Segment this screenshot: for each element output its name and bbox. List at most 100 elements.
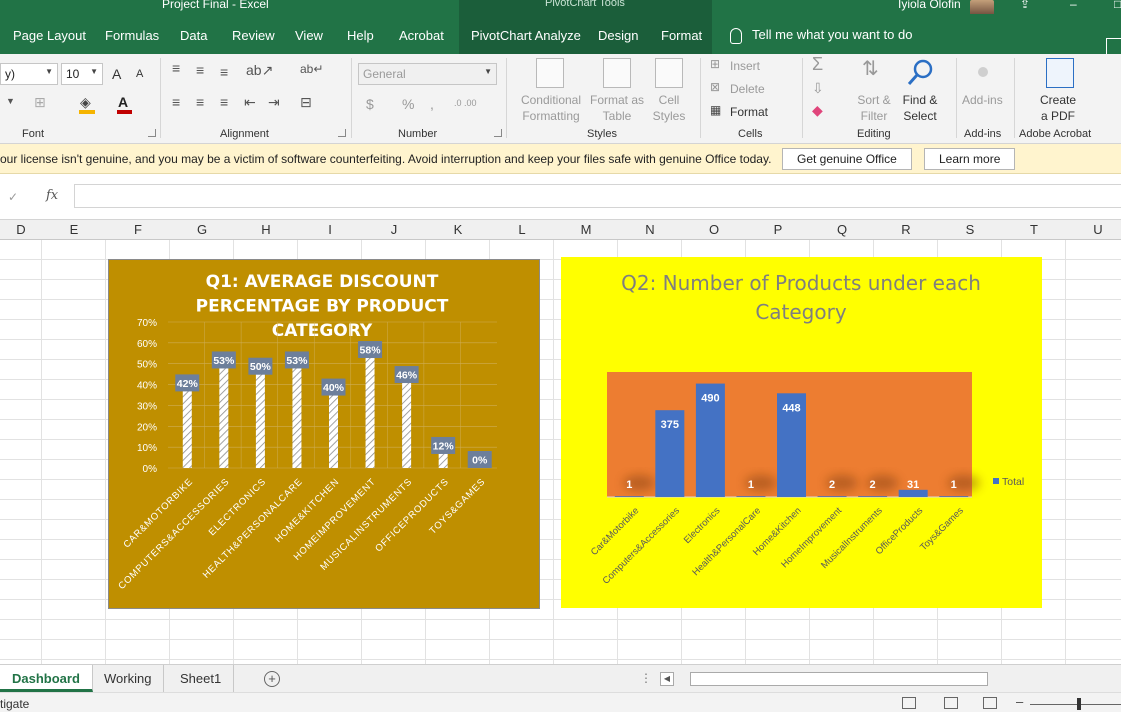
font-dialog-launcher-icon[interactable] [148, 129, 156, 137]
shrink-font-button[interactable]: A [136, 68, 144, 80]
chart-q1-bar[interactable] [365, 347, 375, 468]
wrap-text-icon[interactable]: ab↵ [300, 62, 324, 76]
chart-q1-bar[interactable] [402, 372, 412, 468]
insert-cells-button[interactable]: Insert [730, 59, 761, 73]
sheet-tab-sheet1[interactable]: Sheet1 [168, 665, 235, 692]
tab-split-handle-icon[interactable]: ⋮ [640, 671, 652, 685]
chart-q2-bar[interactable] [695, 383, 725, 497]
decrease-indent-icon[interactable]: ⇤ [244, 94, 256, 110]
tab-formulas[interactable]: Formulas [105, 28, 160, 43]
sheet-tab-dashboard[interactable]: Dashboard [0, 665, 93, 692]
minimize-icon[interactable]: – [1070, 0, 1077, 11]
autosum-icon[interactable]: Σ [812, 54, 824, 74]
column-header-f[interactable]: F [134, 222, 142, 237]
chart-q1-bar[interactable] [219, 357, 229, 468]
align-right-icon[interactable]: ≡ [220, 94, 229, 110]
column-header-e[interactable]: E [69, 222, 79, 237]
zoom-slider-knob[interactable] [1077, 698, 1081, 710]
percent-button[interactable]: % [402, 96, 415, 112]
alignment-dialog-launcher-icon[interactable] [338, 129, 346, 137]
fill-color-icon[interactable]: ◈ [80, 94, 91, 110]
restore-icon[interactable]: □ [1114, 0, 1121, 11]
insert-function-button[interactable]: fx [46, 188, 59, 203]
chart-q1-bar[interactable] [292, 357, 302, 468]
chart-q1-bar[interactable] [182, 380, 192, 468]
align-bottom-icon[interactable]: ≡ [220, 64, 229, 80]
underline-dropdown-icon[interactable]: ▼ [6, 96, 15, 106]
font-size-combo[interactable]: 10 ▼ [61, 63, 103, 85]
create-pdf-button[interactable]: Create a PDF [1036, 92, 1080, 124]
chart-q2-bar[interactable] [858, 496, 888, 497]
tab-data[interactable]: Data [180, 28, 208, 43]
comma-button[interactable]: , [430, 96, 434, 112]
add-sheet-icon[interactable]: + [264, 671, 280, 687]
clear-eraser-icon[interactable]: ◆ [812, 102, 823, 118]
font-name-combo[interactable]: y) ▼ [0, 63, 58, 85]
tab-page-layout[interactable]: Page Layout [13, 28, 87, 43]
formula-input[interactable] [74, 184, 1121, 208]
number-format-combo[interactable]: General ▼ [358, 63, 497, 85]
cell-styles-button[interactable]: Cell Styles [646, 92, 692, 124]
zoom-out-icon[interactable]: – [1016, 694, 1024, 709]
chart-q1-discount[interactable]: Q1: AVERAGE DISCOUNT PERCENTAGE BY PRODUC… [108, 259, 540, 609]
align-center-icon[interactable]: ≡ [196, 94, 205, 110]
tab-pivotchart-analyze[interactable]: PivotChart Analyze [471, 28, 581, 43]
tab-view[interactable]: View [295, 28, 323, 43]
column-header-q[interactable]: Q [836, 222, 848, 237]
sheet-tab-working[interactable]: Working [92, 665, 165, 692]
delete-cells-button[interactable]: Delete [730, 82, 765, 96]
chart-q2-bar[interactable] [777, 393, 806, 497]
number-dialog-launcher-icon[interactable] [494, 129, 502, 137]
chart-q2-bar[interactable] [939, 496, 969, 497]
chart-q2-bar[interactable] [898, 489, 928, 497]
format-cells-button[interactable]: Format [730, 105, 769, 119]
scroll-left-icon[interactable]: ◀ [660, 672, 674, 686]
tell-me-box[interactable]: Tell me what you want to do [730, 27, 912, 44]
chart-q1-bar[interactable] [438, 442, 448, 468]
tab-acrobat[interactable]: Acrobat [399, 28, 444, 43]
chart-q2-products[interactable]: Q2: Number of Products under each Categor… [561, 257, 1042, 608]
page-layout-view-icon[interactable] [944, 697, 958, 709]
enter-check-icon[interactable]: ✓ [8, 190, 19, 204]
column-header-d[interactable]: D [16, 222, 26, 237]
find-select-button[interactable]: Find & Select [898, 92, 942, 124]
column-header-j[interactable]: J [390, 222, 398, 237]
font-color-icon[interactable]: A [118, 94, 129, 110]
chart-q2-bar[interactable] [736, 496, 766, 497]
increase-decimal-button[interactable]: .0 .00 [454, 98, 477, 108]
format-as-table-button[interactable]: Format as Table [589, 92, 645, 124]
addins-button[interactable]: Add-ins [962, 93, 1003, 107]
chart-q1-bar[interactable] [255, 363, 265, 468]
tab-format[interactable]: Format [661, 28, 703, 43]
column-header-n[interactable]: N [645, 222, 655, 237]
column-header-k[interactable]: K [453, 222, 463, 237]
column-header-i[interactable]: I [328, 222, 332, 237]
currency-button[interactable]: $ [366, 96, 374, 112]
share-icon[interactable]: ⇪ [1020, 0, 1031, 11]
conditional-formatting-button[interactable]: Conditional Formatting [515, 92, 587, 124]
chart-q2-bar[interactable] [614, 496, 644, 497]
normal-view-icon[interactable] [902, 697, 916, 709]
column-header-s[interactable]: S [965, 222, 975, 237]
column-header-o[interactable]: O [708, 222, 720, 237]
page-break-view-icon[interactable] [983, 697, 997, 709]
horizontal-scrollbar[interactable] [690, 672, 988, 686]
column-header-m[interactable]: M [580, 222, 592, 237]
column-header-l[interactable]: L [518, 222, 526, 237]
zoom-slider[interactable] [1030, 704, 1121, 705]
increase-indent-icon[interactable]: ⇥ [268, 94, 280, 110]
borders-icon[interactable]: ⊞ [34, 94, 46, 110]
tab-review[interactable]: Review [232, 28, 275, 43]
tab-help[interactable]: Help [347, 28, 374, 43]
grow-font-button[interactable]: A [112, 66, 122, 82]
fill-down-icon[interactable]: ⇩ [812, 80, 824, 96]
user-name[interactable]: Iyiola Olofin [898, 0, 961, 11]
get-genuine-office-button[interactable]: Get genuine Office [782, 148, 912, 170]
chart-q1-bar[interactable] [329, 384, 338, 468]
user-avatar[interactable] [970, 0, 994, 16]
column-header-r[interactable]: R [901, 222, 911, 237]
chart-q2-bar[interactable] [817, 496, 847, 497]
learn-more-button[interactable]: Learn more [924, 148, 1016, 170]
sort-filter-button[interactable]: Sort & Filter [852, 92, 896, 124]
column-header-p[interactable]: P [773, 222, 783, 237]
